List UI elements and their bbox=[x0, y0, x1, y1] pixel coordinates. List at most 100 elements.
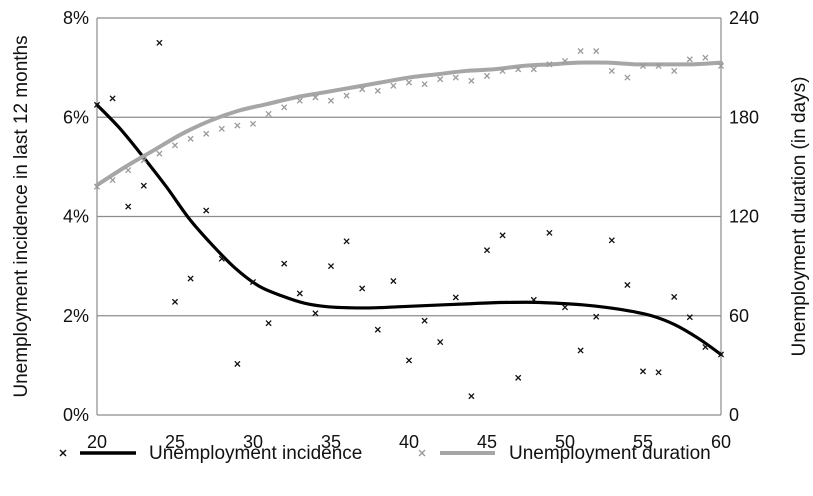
data-point bbox=[702, 343, 709, 351]
marker-stroke bbox=[249, 278, 257, 286]
data-point bbox=[421, 81, 428, 88]
data-point bbox=[109, 95, 116, 102]
data-point bbox=[390, 82, 397, 89]
marker-stroke bbox=[686, 314, 693, 321]
marker-stroke bbox=[639, 368, 647, 375]
data-point bbox=[655, 369, 662, 376]
data-point bbox=[327, 97, 335, 104]
marker-stroke bbox=[59, 449, 67, 457]
data-point bbox=[530, 296, 537, 303]
marker-stroke bbox=[359, 285, 366, 292]
data-point bbox=[281, 104, 288, 111]
data-point bbox=[702, 54, 709, 61]
x-tick-label: 60 bbox=[711, 432, 731, 452]
marker-stroke bbox=[374, 326, 381, 333]
data-point bbox=[327, 263, 335, 270]
data-point bbox=[624, 281, 631, 289]
data-point bbox=[265, 110, 272, 118]
x-tick-label: 20 bbox=[87, 432, 107, 452]
marker-stroke bbox=[499, 232, 506, 239]
data-point bbox=[359, 86, 366, 93]
marker-stroke bbox=[327, 97, 335, 104]
data-point bbox=[515, 66, 522, 73]
marker-stroke bbox=[171, 298, 179, 305]
x-tick-label: 50 bbox=[555, 432, 575, 452]
x-tick-label: 55 bbox=[633, 432, 653, 452]
marker-stroke bbox=[156, 150, 163, 157]
marker-stroke bbox=[405, 79, 413, 86]
marker-stroke bbox=[265, 110, 272, 118]
marker-stroke bbox=[593, 48, 600, 55]
data-point bbox=[530, 66, 537, 73]
data-point bbox=[109, 177, 116, 184]
marker-stroke bbox=[234, 360, 241, 367]
data-point bbox=[140, 182, 147, 189]
marker-stroke bbox=[437, 338, 444, 346]
data-point bbox=[639, 368, 647, 375]
data-point bbox=[671, 293, 678, 300]
marker-stroke bbox=[374, 87, 381, 94]
marker-stroke bbox=[515, 374, 522, 381]
data-point bbox=[218, 125, 225, 132]
legend-item-incidence: Unemployment incidence bbox=[59, 443, 362, 464]
marker-stroke bbox=[343, 238, 350, 245]
data-point bbox=[468, 77, 475, 84]
marker-stroke bbox=[125, 203, 132, 210]
data-point bbox=[577, 48, 584, 55]
marker-stroke bbox=[546, 229, 553, 236]
marker-stroke bbox=[624, 74, 631, 81]
data-point bbox=[593, 48, 600, 55]
data-point bbox=[655, 62, 662, 70]
data-point bbox=[218, 255, 225, 262]
data-point bbox=[717, 351, 725, 358]
data-point bbox=[561, 304, 569, 311]
data-point bbox=[546, 61, 553, 68]
marker-stroke bbox=[452, 74, 459, 81]
data-point bbox=[312, 94, 319, 101]
marker-stroke bbox=[515, 66, 522, 73]
left-tick-label: 0% bbox=[63, 405, 89, 425]
data-point bbox=[671, 67, 678, 74]
marker-stroke bbox=[312, 310, 319, 317]
marker-stroke bbox=[281, 104, 288, 111]
data-point bbox=[483, 247, 491, 254]
right-tick-label: 240 bbox=[729, 8, 759, 28]
left-y-axis-title: Unemployment incidence in last 12 months bbox=[11, 35, 32, 397]
series-layer bbox=[93, 39, 725, 400]
marker-stroke bbox=[390, 82, 397, 89]
data-point bbox=[234, 122, 241, 129]
marker-stroke bbox=[468, 77, 475, 84]
plot-area-frame bbox=[96, 18, 722, 415]
marker-stroke bbox=[203, 207, 210, 214]
x-tick-label: 35 bbox=[321, 432, 341, 452]
data-point bbox=[546, 229, 553, 236]
data-point bbox=[499, 67, 506, 74]
data-point bbox=[437, 338, 444, 346]
trend-line bbox=[95, 103, 723, 357]
marker-stroke bbox=[296, 97, 303, 104]
marker-stroke bbox=[437, 76, 444, 83]
marker-stroke bbox=[234, 122, 241, 129]
marker-stroke bbox=[655, 62, 662, 70]
marker-stroke bbox=[296, 290, 303, 297]
marker-stroke bbox=[702, 54, 709, 61]
marker-stroke bbox=[717, 62, 725, 70]
marker-stroke bbox=[717, 351, 725, 358]
left-y-axis-ticks: 0% 2% 4% 6% 8% bbox=[63, 8, 89, 425]
marker-stroke bbox=[499, 67, 506, 74]
marker-stroke bbox=[624, 281, 631, 289]
data-point bbox=[343, 92, 350, 99]
legend-marker-x bbox=[418, 449, 426, 457]
marker-stroke bbox=[187, 135, 194, 142]
data-point bbox=[405, 357, 413, 364]
marker-stroke bbox=[655, 369, 662, 376]
marker-stroke bbox=[671, 293, 678, 300]
data-point bbox=[437, 76, 444, 83]
data-point bbox=[93, 183, 101, 190]
marker-stroke bbox=[421, 317, 428, 324]
series-unemployment-duration bbox=[93, 48, 725, 190]
marker-stroke bbox=[577, 48, 584, 55]
legend-incidence-label: Unemployment incidence bbox=[149, 443, 362, 464]
